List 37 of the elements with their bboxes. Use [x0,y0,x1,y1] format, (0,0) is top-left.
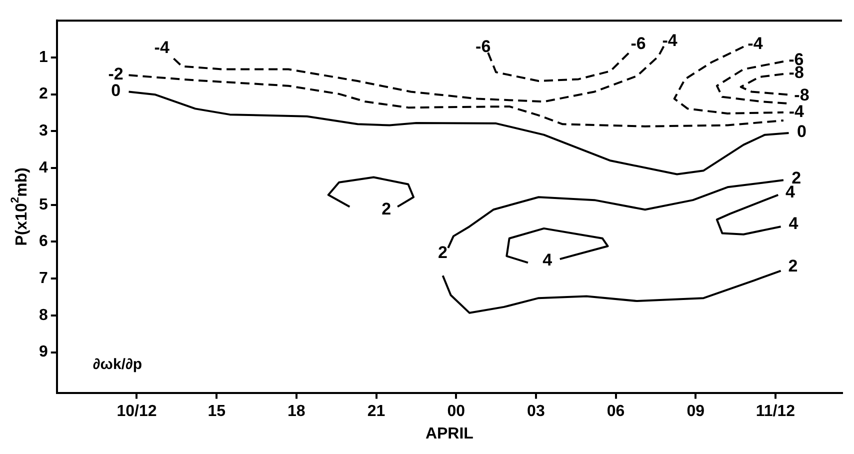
x-tick-label: 06 [606,402,625,420]
x-tick-label: 21 [367,402,386,420]
x-tick-label: 00 [447,402,466,420]
series-label: 4 [785,182,796,202]
y-tick-label: 3 [38,122,48,140]
series-label: 4 [542,250,553,270]
y-axis-title: P(x102mb) [10,168,30,246]
x-tick-label: 11/12 [756,402,796,420]
annotation: 4 [788,214,799,233]
x-tick-label: 09 [686,402,705,420]
series-label: -4 [662,30,678,50]
annotation: -4 [154,38,170,57]
x-tick-label: 03 [527,402,545,420]
annotation: 0 [797,122,806,141]
y-tick-label: 5 [38,196,48,214]
x-tick-label: 15 [208,402,226,420]
series-label: -8 [794,85,810,104]
y-tick-label: 8 [38,306,48,324]
y-tick-label: 2 [38,86,48,103]
series-label: -4 [748,34,764,53]
x-axis-title: APRIL [425,425,474,442]
series-label: 2 [438,243,448,262]
y-tick-label: 9 [38,344,48,361]
annotation: -4 [788,102,805,121]
y-tick-label: 7 [38,270,48,287]
annotation: -6 [630,34,646,53]
annotation: 2 [788,256,798,276]
y-tick-label: 4 [38,159,48,176]
y-tick-label: 6 [38,233,48,250]
x-tick-label: 10/12 [116,402,157,420]
y-tick-label: 1 [38,48,48,66]
series-label: 2 [382,199,392,218]
x-tick-label: 18 [288,402,306,420]
series-label: -2 [108,64,124,84]
series-label: -6 [476,36,491,56]
series-label: 0 [111,80,121,100]
annotation: ∂ωk/∂p [92,356,142,373]
